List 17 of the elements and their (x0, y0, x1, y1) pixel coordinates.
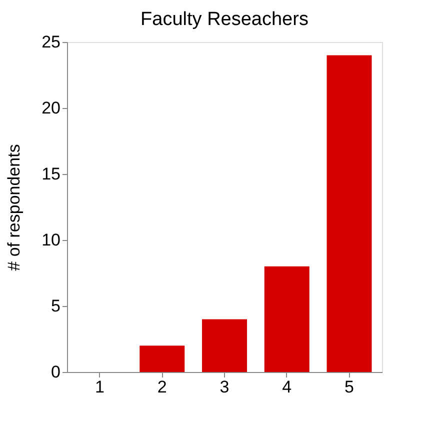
bar (264, 266, 310, 372)
x-tick-label: 3 (220, 378, 230, 396)
x-tick-label: 2 (157, 378, 167, 396)
bar (140, 346, 185, 372)
bar (326, 55, 372, 372)
y-tick-label: 10 (42, 230, 60, 250)
x-tick-label: 5 (344, 378, 354, 396)
y-tick-label: 0 (51, 362, 60, 382)
bar (202, 319, 247, 372)
y-tick-label: 25 (42, 32, 60, 52)
chart-title: Faculty Reseachers (140, 9, 308, 30)
x-tick-label: 1 (95, 378, 104, 396)
y-tick-label: 20 (42, 98, 60, 118)
y-tick-label: 5 (51, 296, 60, 316)
x-tick-label: 4 (282, 378, 292, 396)
y-axis-title: # of respondents (4, 144, 24, 271)
y-tick-label: 15 (42, 164, 60, 184)
